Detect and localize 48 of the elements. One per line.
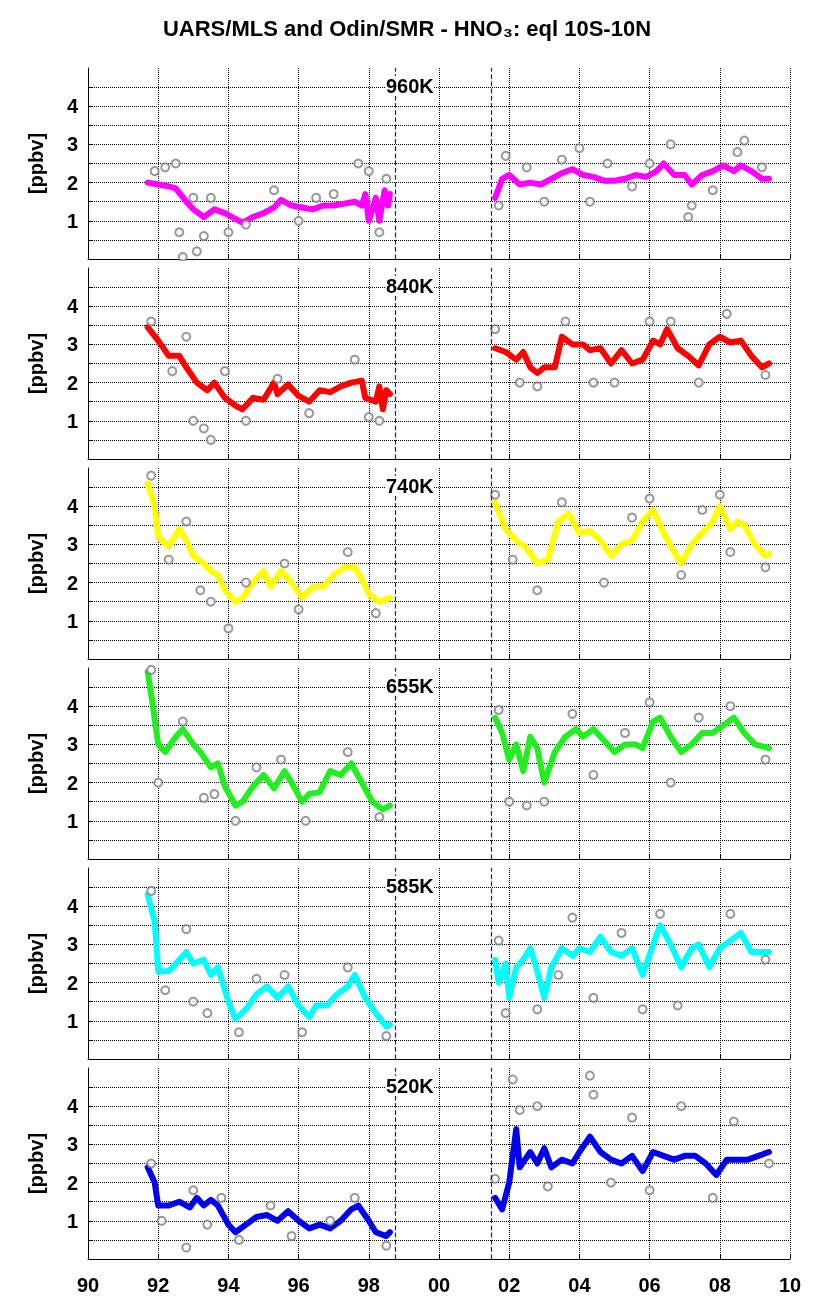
x-tick-label: 04: [568, 1274, 592, 1296]
y-tick-label: 4: [66, 295, 79, 318]
y-tick-label: 3: [66, 133, 78, 156]
y-tick-label: 3: [66, 933, 78, 956]
x-tick-label: 00: [427, 1274, 451, 1296]
y-tick-label: 1: [66, 809, 78, 832]
y-tick-label: 2: [66, 971, 78, 994]
y-tick-label: 2: [66, 1171, 78, 1194]
annotation: 520K: [386, 1075, 435, 1097]
y-tick-label: 3: [66, 1133, 78, 1156]
y-tick-label: 1: [66, 409, 78, 432]
annotation: 740K: [386, 475, 435, 497]
y-tick-label: 4: [66, 895, 79, 918]
y-tick-label: 2: [66, 571, 78, 594]
y-tick-label: 4: [66, 1095, 79, 1118]
y-tick-label: 2: [66, 771, 78, 794]
annotation: 655K: [386, 675, 435, 697]
y-axis-title: [ppbv]: [25, 732, 47, 795]
x-tick-label: 92: [147, 1274, 170, 1296]
x-tick-label: 94: [217, 1274, 241, 1296]
y-tick-label: 4: [66, 695, 79, 718]
y-tick-label: 3: [66, 533, 78, 556]
chart-title: UARS/MLS and Odin/SMR - HNO₃: eql 10S-10N: [162, 15, 652, 41]
y-axis-title: [ppbv]: [25, 532, 47, 595]
x-tick-label: 98: [357, 1274, 380, 1296]
y-axis-title: [ppbv]: [25, 1132, 47, 1195]
y-tick-label: 1: [66, 209, 78, 232]
x-tick-label: 96: [287, 1274, 310, 1296]
y-tick-label: 1: [66, 609, 78, 632]
y-tick-label: 2: [66, 171, 78, 194]
y-tick-label: 4: [66, 95, 79, 118]
x-tick-label: 06: [638, 1274, 661, 1296]
x-tick-label: 08: [708, 1274, 731, 1296]
y-tick-label: 1: [66, 1209, 78, 1232]
y-tick-label: 3: [66, 333, 78, 356]
y-tick-label: 4: [66, 495, 79, 518]
y-axis-title: [ppbv]: [25, 132, 47, 195]
x-tick-label: 02: [498, 1274, 521, 1296]
y-tick-label: 1: [66, 1009, 78, 1032]
x-tick-label: 90: [76, 1274, 100, 1296]
y-tick-label: 3: [66, 733, 78, 756]
y-tick-label: 2: [66, 371, 78, 394]
y-axis-title: [ppbv]: [25, 932, 47, 995]
annotation: 960K: [386, 75, 435, 97]
x-tick-label: 10: [778, 1274, 802, 1296]
annotation: 840K: [386, 275, 435, 297]
y-axis-title: [ppbv]: [25, 332, 47, 395]
annotation: 585K: [386, 875, 435, 897]
